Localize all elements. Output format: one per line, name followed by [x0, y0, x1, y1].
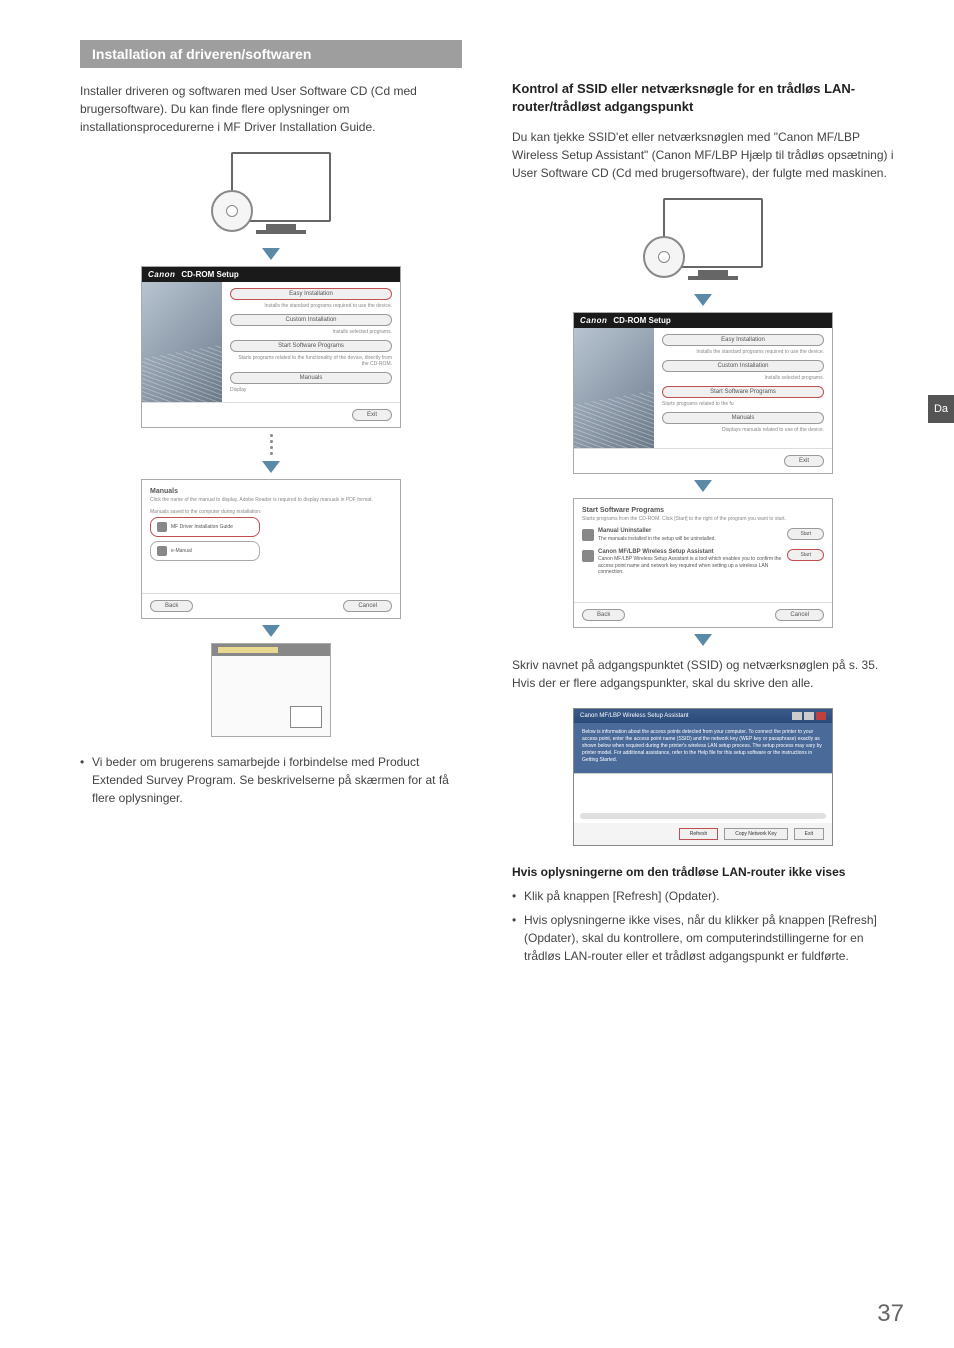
manuals-button[interactable]: Manuals — [662, 412, 824, 424]
write-ssid-text: Skriv navnet på adgangspunktet (SSID) og… — [512, 656, 894, 692]
right-heading: Kontrol af SSID eller netværksnøgle for … — [512, 80, 894, 116]
display-label: Display — [230, 387, 392, 393]
program-item-title: Canon MF/LBP Wireless Setup Assistant — [598, 549, 714, 555]
window-buttons — [792, 712, 826, 720]
wizard-body-text: Below is information about the access po… — [574, 723, 832, 773]
pdf-icon — [157, 522, 167, 532]
arrow-down-icon — [262, 248, 280, 260]
manual-item-emanual[interactable]: e-Manual — [150, 541, 260, 561]
cd-icon — [643, 236, 685, 278]
program-item-uninstaller: Manual Uninstaller The manuals installed… — [582, 528, 824, 542]
easy-install-sub: Installs the standard programs required … — [662, 349, 824, 355]
easy-install-sub: Installs the standard programs required … — [230, 303, 392, 309]
manuals-title: Manuals — [150, 488, 392, 495]
note-bullet: Vi beder om brugerens samarbejde i forbi… — [80, 753, 462, 807]
page-number: 37 — [877, 1300, 904, 1328]
custom-install-button[interactable]: Custom Installation — [230, 314, 392, 326]
exit-button[interactable]: Exit — [784, 455, 824, 467]
troubleshoot-bullet: Klik på knappen [Refresh] (Opdater). — [512, 887, 894, 905]
arrow-down-icon — [694, 634, 712, 646]
program-item-title: Manual Uninstaller — [598, 528, 651, 534]
cancel-button[interactable]: Cancel — [775, 609, 824, 621]
notepad-figure — [211, 643, 331, 737]
intro-text: Installer driveren og softwaren med User… — [80, 82, 462, 136]
arrow-down-icon — [262, 625, 280, 637]
manuals-sub: Click the name of the manual to display.… — [150, 497, 392, 503]
manuals-button[interactable]: Manuals — [230, 372, 392, 384]
custom-install-sub: Installs selected programs. — [662, 375, 824, 381]
wireless-wizard-dialog: Canon MF/LBP Wireless Setup Assistant Be… — [573, 708, 833, 846]
dialog-title: CD-ROM Setup — [181, 270, 238, 279]
refresh-button[interactable]: Refresh — [679, 828, 719, 840]
manuals-dialog: Manuals Click the name of the manual to … — [141, 479, 401, 619]
dots-icon — [270, 434, 273, 455]
start-programs-dialog: Start Software Programs Starts programs … — [573, 498, 833, 628]
program-item-wireless: Canon MF/LBP Wireless Setup Assistant Ca… — [582, 549, 824, 576]
custom-install-sub: Installs selected programs. — [230, 329, 392, 335]
manual-item-label: e-Manual — [171, 548, 192, 554]
exit-button[interactable]: Exit — [352, 409, 392, 421]
dialog-title: CD-ROM Setup — [613, 316, 670, 325]
monitor-figure — [211, 152, 331, 242]
copy-key-button[interactable]: Copy Network Key — [724, 828, 787, 840]
dialog-side-image — [142, 282, 222, 402]
back-button[interactable]: Back — [150, 600, 193, 612]
start-programs-title: Start Software Programs — [582, 507, 824, 514]
canon-logo: Canon — [148, 270, 175, 279]
dialog-side-image — [574, 328, 654, 448]
manuals-sub: Displays manuals related to use of the d… — [662, 427, 824, 433]
start-programs-sub: Starts programs from the CD-ROM. Click [… — [582, 516, 824, 522]
start-programs-button[interactable]: Start Software Programs — [230, 340, 392, 352]
start-programs-sub: Starts programs related to the functiona… — [230, 355, 392, 367]
monitor-figure — [643, 198, 763, 288]
program-item-desc: Canon MF/LBP Wireless Setup Assistant is… — [598, 556, 781, 575]
wireless-icon — [582, 550, 594, 562]
program-item-desc: The manuals installed in the setup will … — [598, 536, 716, 542]
easy-install-button[interactable]: Easy Installation — [662, 334, 824, 346]
manual-item-label: MF Driver Installation Guide — [171, 524, 233, 530]
uninstaller-icon — [582, 529, 594, 541]
book-icon — [157, 546, 167, 556]
language-tab: Da — [928, 395, 954, 423]
cdrom-setup-dialog: Canon CD-ROM Setup Easy Installation Ins… — [141, 266, 401, 428]
cdrom-setup-dialog: Canon CD-ROM Setup Easy Installation Ins… — [573, 312, 833, 474]
troubleshoot-bullet: Hvis oplysningerne ikke vises, når du kl… — [512, 911, 894, 965]
arrow-down-icon — [694, 480, 712, 492]
wizard-title: Canon MF/LBP Wireless Setup Assistant — [580, 713, 689, 719]
arrow-down-icon — [262, 461, 280, 473]
start-button[interactable]: Start — [787, 528, 824, 540]
section-header: Installation af driveren/softwaren — [80, 40, 462, 68]
exit-button[interactable]: Exit — [794, 828, 824, 840]
start-programs-button[interactable]: Start Software Programs — [662, 386, 824, 398]
right-intro: Du kan tjekke SSID'et eller netværksnøgl… — [512, 128, 894, 182]
easy-install-button[interactable]: Easy Installation — [230, 288, 392, 300]
manual-item-guide[interactable]: MF Driver Installation Guide — [150, 517, 260, 537]
start-button[interactable]: Start — [787, 549, 824, 561]
canon-logo: Canon — [580, 316, 607, 325]
cancel-button[interactable]: Cancel — [343, 600, 392, 612]
custom-install-button[interactable]: Custom Installation — [662, 360, 824, 372]
wizard-ap-list — [574, 773, 832, 823]
cd-icon — [211, 190, 253, 232]
troubleshoot-heading: Hvis oplysningerne om den trådløse LAN-r… — [512, 864, 894, 881]
back-button[interactable]: Back — [582, 609, 625, 621]
start-programs-sub: Starts programs related to the fu — [662, 401, 824, 407]
arrow-down-icon — [694, 294, 712, 306]
